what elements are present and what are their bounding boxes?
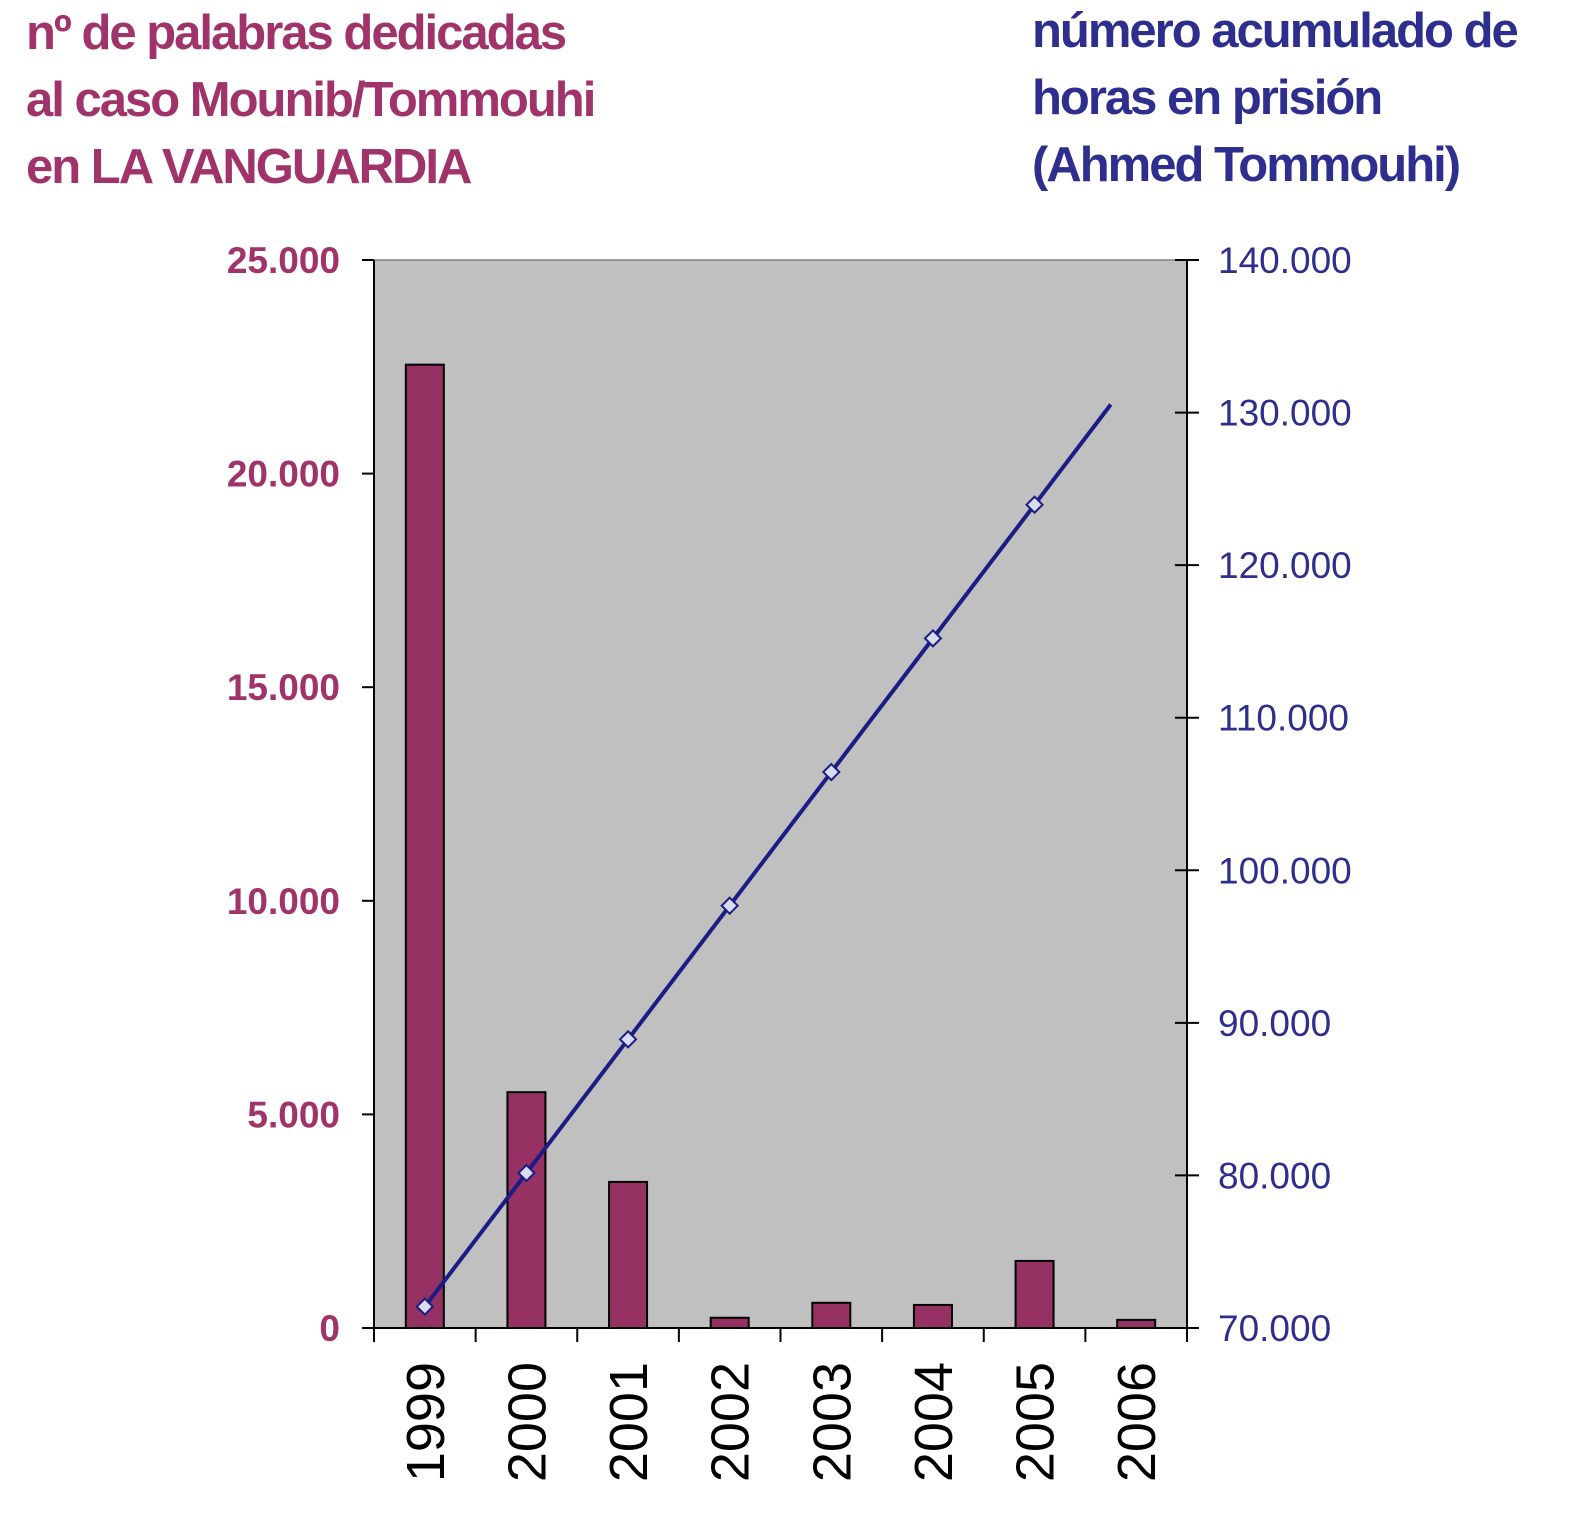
- x-tick-label: 2006: [1107, 1362, 1167, 1482]
- bar-2004: [912, 1303, 953, 1329]
- right-tick-label: 70.000: [1218, 1308, 1331, 1349]
- line-series: [423, 403, 1113, 1308]
- line-marker-2004: [923, 628, 943, 648]
- bar-2003: [811, 1301, 852, 1329]
- right-tick-label: 140.000: [1218, 240, 1352, 281]
- bar-1999: [404, 363, 445, 1329]
- line-marker-2005: [1025, 495, 1044, 515]
- right-axis-title: número acumulado de horas en prisión (Ah…: [1032, 0, 1519, 199]
- x-tick-label: 1999: [396, 1362, 456, 1482]
- right-tick-label: 110.000: [1218, 698, 1349, 739]
- line-marker-2000: [517, 1163, 536, 1183]
- left-tick-label: 5.000: [247, 1094, 340, 1135]
- left-tick-label: 10.000: [227, 881, 340, 922]
- x-tick-label: 2000: [497, 1362, 557, 1482]
- x-tick-label: 2001: [599, 1362, 659, 1482]
- left-axis-title: nº de palabras dedicadas al caso Mounib/…: [26, 0, 596, 201]
- right-title-line: horas en prisión: [1032, 71, 1383, 125]
- left-title-line: en LA VANGUARDIA: [26, 140, 472, 194]
- right-tick-label: 130.000: [1218, 393, 1352, 434]
- bar-2001: [608, 1180, 649, 1329]
- bar-2006: [1116, 1318, 1157, 1329]
- left-title-line: nº de palabras dedicadas: [26, 6, 567, 60]
- right-tick-label: 120.000: [1218, 545, 1352, 586]
- left-tick-label: 0: [319, 1308, 340, 1349]
- x-tick-label: 2005: [1006, 1362, 1066, 1482]
- line-marker-1999: [415, 1297, 435, 1317]
- bar-2005: [1014, 1259, 1055, 1329]
- right-title-line: número acumulado de: [1032, 4, 1519, 58]
- bar-2000: [506, 1091, 547, 1329]
- bar-2002: [709, 1316, 750, 1329]
- plot-area: [373, 259, 1188, 1329]
- right-tick-label: 80.000: [1218, 1155, 1331, 1196]
- right-tick-label: 90.000: [1218, 1003, 1331, 1044]
- left-title-line: al caso Mounib/Tommouhi: [26, 73, 596, 127]
- line-marker-2002: [720, 896, 740, 916]
- left-tick-label: 25.000: [227, 240, 340, 281]
- x-tick-label: 2002: [701, 1362, 761, 1482]
- right-tick-label: 100.000: [1218, 850, 1352, 891]
- right-title-line: (Ahmed Tommouhi): [1032, 138, 1461, 192]
- left-tick-label: 20.000: [227, 454, 340, 495]
- x-tick-label: 2003: [802, 1362, 862, 1482]
- x-tick-label: 2004: [904, 1362, 964, 1482]
- line-marker-2001: [618, 1029, 638, 1049]
- left-tick-label: 15.000: [227, 667, 340, 708]
- line-marker-2003: [821, 762, 841, 782]
